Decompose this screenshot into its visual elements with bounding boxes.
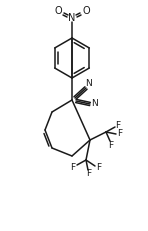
Text: F: F: [117, 130, 123, 139]
Text: F: F: [108, 140, 114, 149]
Text: F: F: [115, 122, 121, 131]
Text: F: F: [96, 164, 102, 173]
Text: O: O: [54, 6, 62, 16]
Text: N: N: [91, 100, 97, 109]
Text: F: F: [86, 170, 92, 179]
Text: O: O: [82, 6, 90, 16]
Text: N: N: [68, 13, 76, 23]
Text: N: N: [86, 79, 92, 88]
Text: F: F: [70, 162, 76, 171]
